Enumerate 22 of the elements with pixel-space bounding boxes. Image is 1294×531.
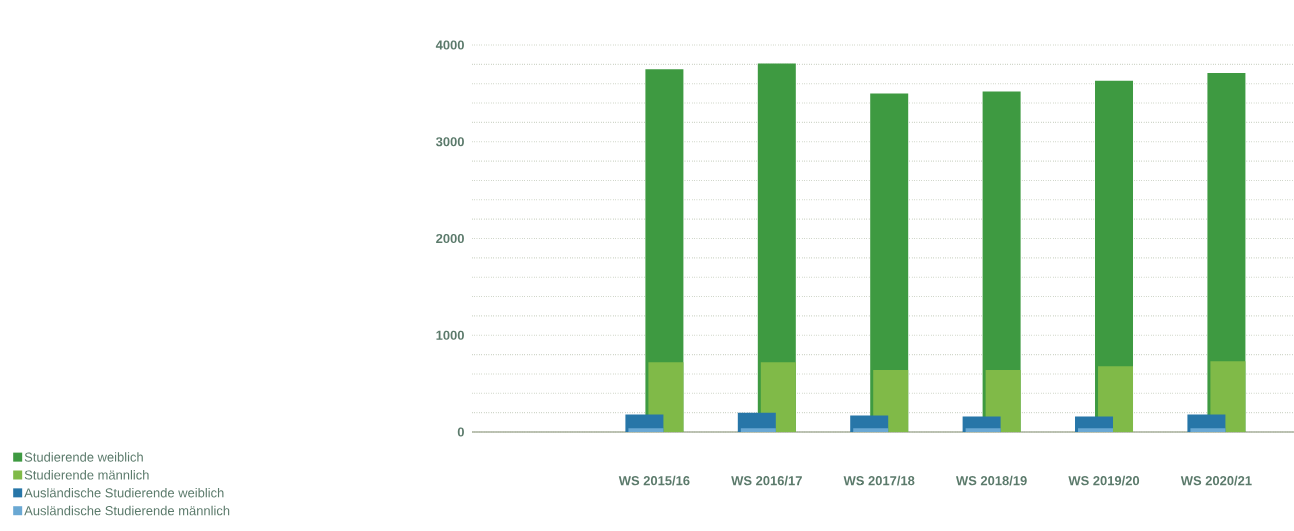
bar — [1190, 428, 1226, 432]
x-tick-label: WS 2018/19 — [955, 475, 1027, 486]
bar — [1098, 366, 1134, 432]
bar — [740, 428, 776, 432]
x-tick-label: WS 2017/18 — [843, 475, 915, 486]
legend-label: Studierende männlich — [24, 470, 149, 480]
y-tick-label: 3000 — [435, 137, 464, 147]
bar — [853, 428, 889, 432]
x-tick-label: WS 2016/17 — [731, 475, 802, 486]
legend-label: Ausländische Studierende männlich — [24, 505, 230, 516]
x-tick-label: WS 2015/16 — [618, 475, 690, 486]
y-tick-label: 4000 — [435, 40, 464, 50]
y-tick-label: 1000 — [436, 330, 464, 340]
legend-label: Studierende weiblich — [24, 452, 143, 462]
bar — [628, 428, 664, 432]
y-tick-label: 2000 — [436, 233, 464, 244]
bar — [965, 428, 1001, 432]
x-tick-label: WS 2020/21 — [1180, 475, 1252, 486]
bar — [1078, 428, 1114, 432]
legend-label: Ausländische Studierende weiblich — [24, 487, 224, 498]
x-tick-label: WS 2019/20 — [1068, 475, 1140, 486]
y-tick-label: 0 — [457, 427, 464, 437]
